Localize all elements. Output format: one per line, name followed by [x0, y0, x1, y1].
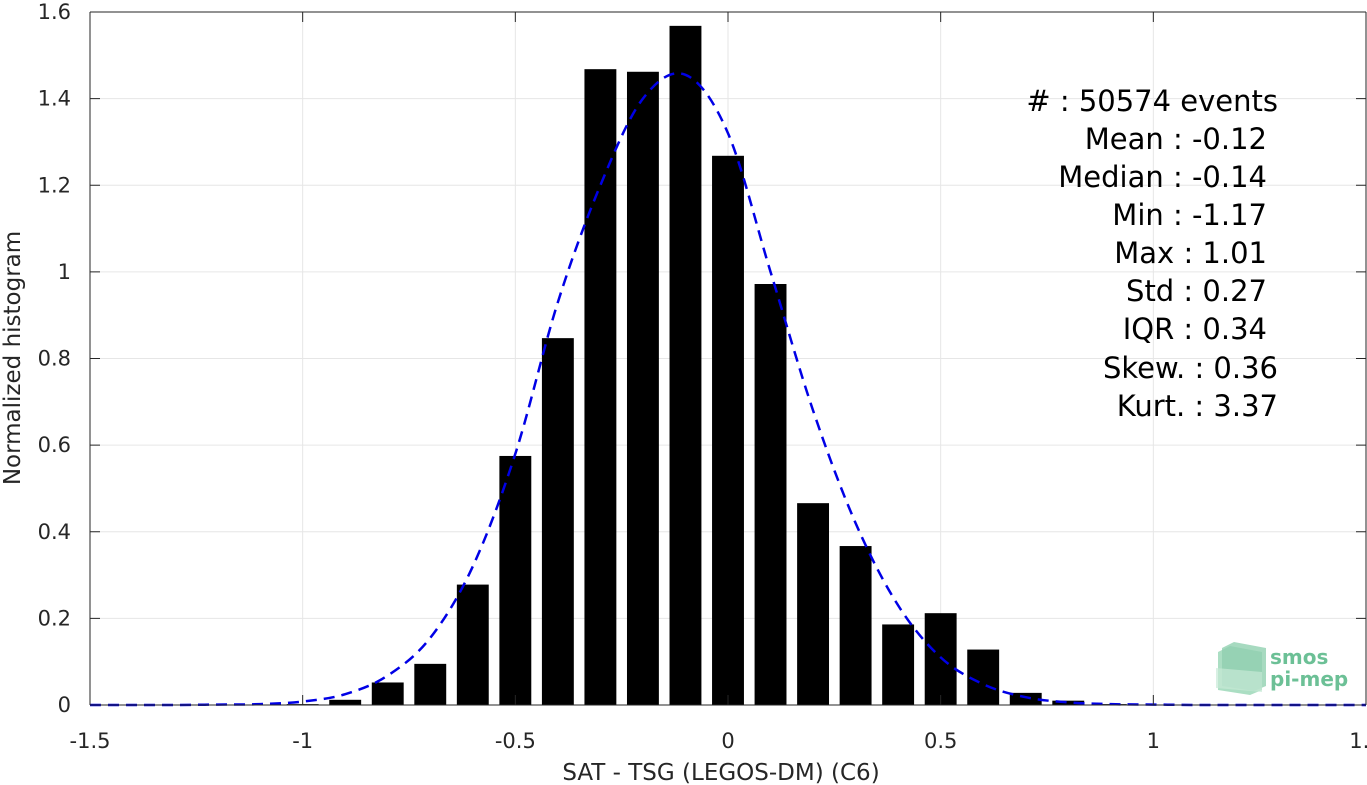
histogram-bar — [456, 584, 489, 705]
histogram-bar — [329, 699, 362, 705]
stats-box: # : 50574 events Mean : -0.12 Median : -… — [1026, 84, 1278, 423]
x-tick-label: 0 — [721, 729, 734, 753]
histogram-bar — [712, 155, 744, 706]
histogram-bars — [286, 25, 1170, 706]
y-tick-label: 0.4 — [38, 520, 71, 544]
logo-map-icon — [1216, 642, 1266, 695]
x-tick-labels: -1.5 -1 -0.5 0 0.5 1 1.5 — [70, 729, 1367, 753]
x-tick-label: 1.5 — [1349, 729, 1367, 753]
histogram-bar — [371, 682, 404, 705]
y-tick-label: 1.4 — [38, 87, 71, 111]
y-tick-label: 0 — [58, 693, 71, 717]
y-tick-label: 1.6 — [38, 0, 71, 24]
histogram-bar — [1009, 692, 1042, 705]
histogram-bar — [882, 624, 915, 705]
histogram-bar — [967, 649, 1000, 705]
stat-max: Max : 1.01 — [1114, 236, 1267, 270]
y-tick-label: 0.2 — [38, 606, 71, 630]
stat-min: Min : -1.17 — [1112, 198, 1267, 232]
histogram-bar — [669, 25, 702, 706]
x-tick-label: -1.5 — [70, 729, 111, 753]
x-axis-label: SAT - TSG (LEGOS-DM) (C6) — [562, 760, 879, 785]
histogram-bar — [1052, 700, 1085, 705]
y-tick-label: 0.8 — [38, 347, 71, 371]
stat-kurt: Kurt. : 3.37 — [1117, 389, 1278, 423]
histogram-bar — [924, 613, 957, 705]
x-tick-label: 1 — [1147, 729, 1160, 753]
histogram-bar — [797, 503, 830, 705]
x-tick-label: 0.5 — [924, 729, 957, 753]
stat-mean: Mean : -0.12 — [1085, 122, 1267, 156]
y-tick-label: 0.6 — [38, 433, 71, 457]
stat-median: Median : -0.14 — [1058, 160, 1267, 194]
histogram-bar — [839, 546, 872, 705]
logo-line2: pi-mep — [1270, 667, 1348, 691]
y-tick-label: 1 — [58, 260, 71, 284]
x-tick-label: -1 — [292, 729, 313, 753]
stat-skew: Skew. : 0.36 — [1103, 351, 1278, 385]
fit-curve — [90, 72, 1366, 707]
histogram-bar — [626, 71, 659, 706]
stat-std: Std : 0.27 — [1126, 274, 1267, 308]
y-axis-label: Normalized histogram — [0, 231, 26, 485]
y-tick-labels: 0 0.2 0.4 0.6 0.8 1 1.2 1.4 1.6 — [38, 0, 71, 717]
stat-iqr: IQR : 0.34 — [1123, 312, 1267, 346]
axes-frame — [89, 11, 1367, 706]
logo-line1: smos — [1270, 645, 1328, 669]
histogram-bar — [584, 69, 617, 706]
histogram-bar — [414, 663, 447, 705]
stat-events: # : 50574 events — [1026, 84, 1278, 118]
smos-pimep-logo: smos pi-mep — [1216, 642, 1348, 695]
y-tick-label: 1.2 — [38, 173, 71, 197]
histogram-bar — [499, 455, 532, 705]
histogram-bar — [541, 338, 574, 705]
x-tick-label: -0.5 — [495, 729, 536, 753]
histogram-bar — [754, 284, 787, 705]
